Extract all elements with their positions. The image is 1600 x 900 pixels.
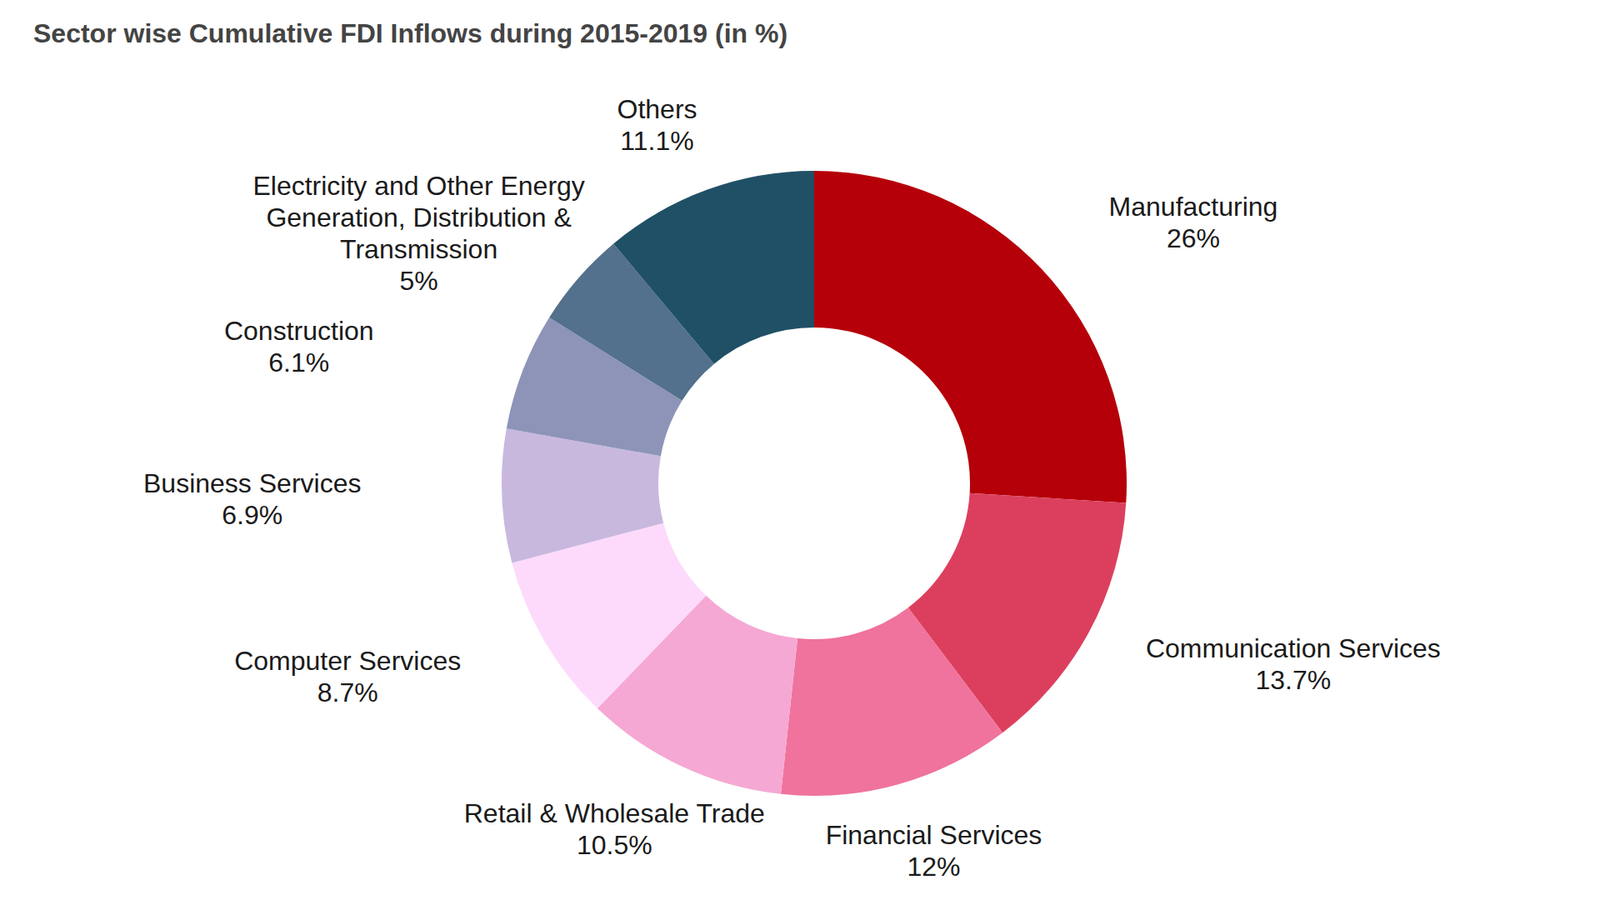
svg-text:Communication Services13.7%: Communication Services13.7% <box>1145 633 1441 695</box>
svg-text:Computer Services8.7%: Computer Services8.7% <box>234 645 461 708</box>
svg-text:Electricity and Other EnergyGe: Electricity and Other EnergyGeneration, … <box>252 170 585 296</box>
html-text:Sector wise Cumulative FDI Inf: Sector wise Cumulative FDI Inflows durin… <box>33 18 788 49</box>
svg-text:Business Services6.9%: Business Services6.9% <box>143 468 361 530</box>
svg-text:Others11.1%: Others11.1% <box>617 94 698 156</box>
svg-text:Retail & Wholesale Trade10.5%: Retail & Wholesale Trade10.5% <box>464 798 765 860</box>
svg-text:Construction6.1%: Construction6.1% <box>224 315 375 378</box>
svg-text:Manufacturing26%: Manufacturing26% <box>1109 191 1279 254</box>
svg-text:Financial Services12%: Financial Services12% <box>825 820 1043 882</box>
